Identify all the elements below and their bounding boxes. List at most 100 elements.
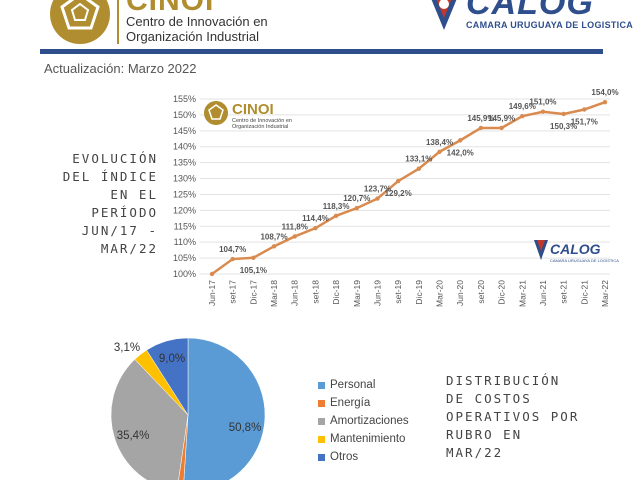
data-point — [582, 107, 587, 112]
x-tick-label: set-19 — [393, 280, 403, 304]
data-label: 150,3% — [550, 122, 577, 131]
data-point — [271, 244, 277, 249]
legend-label: Personal — [330, 379, 376, 391]
inner-calog-wordmark: CALOG — [550, 241, 601, 257]
legend-label: Amortizaciones — [330, 415, 409, 427]
pie-title-line: OPERATIVOS POR — [446, 409, 580, 424]
x-tick-label: Mar-22 — [600, 280, 610, 307]
legend-item: Otros — [318, 448, 409, 466]
data-label: 133,1% — [405, 155, 432, 164]
data-point — [209, 271, 215, 277]
y-tick-label: 100% — [173, 269, 196, 279]
y-tick-label: 130% — [173, 174, 196, 184]
y-tick-label: 105% — [173, 253, 196, 263]
inner-cinoi-logo-mark — [208, 104, 224, 120]
x-tick-label: Jun-19 — [372, 280, 382, 306]
y-tick-label: 155% — [173, 94, 196, 104]
x-tick-label: Mar-20 — [435, 280, 445, 307]
legend-item: Mantenimiento — [318, 430, 409, 448]
line-title-line: EVOLUCIÓN — [72, 151, 158, 166]
x-tick-label: Dic-20 — [497, 280, 507, 305]
y-tick-label: 150% — [173, 110, 196, 120]
pie-chart: 50,8% 35,4% 3,1% 9,0% — [110, 337, 266, 480]
data-label: 108,7% — [260, 232, 287, 241]
x-tick-label: Jun-18 — [290, 280, 300, 306]
line-chart-data-labels: 104,7% 105,1% 108,7%111,8%114,4% 118,3%120,… — [219, 88, 618, 275]
line-chart-logos: CINOI Centro de Innovación en Organizaci… — [204, 101, 619, 263]
data-label: 142,0% — [447, 148, 474, 157]
x-tick-label: Dic-18 — [331, 280, 341, 305]
data-label: 138,4% — [426, 138, 453, 147]
data-point — [354, 205, 359, 211]
line-chart-x-axis: Jun-17 set-17 Dic-17 Mar-18 Jun-18 set-18 Dic-… — [207, 280, 610, 307]
legend-item: Amortizaciones — [318, 412, 409, 430]
data-label: 154,0% — [591, 88, 618, 97]
legend-swatch — [318, 381, 325, 389]
data-label: 123,7% — [364, 185, 391, 194]
data-point — [458, 138, 463, 143]
x-tick-label: Mar-18 — [269, 280, 279, 307]
x-tick-label: set-20 — [476, 280, 486, 304]
legend-swatch — [318, 453, 325, 461]
inner-calog-subtitle: CAMARA URUGUAYA DE LOGISTICA — [550, 258, 619, 263]
data-point — [520, 113, 525, 119]
line-chart-title: EVOLUCIÓN DEL ÍNDICE EN EL PERÍODO JUN/1… — [40, 150, 158, 258]
calog-logo-icon — [431, 0, 457, 30]
data-point — [437, 149, 442, 155]
data-point — [230, 256, 235, 262]
header-rule — [40, 49, 603, 54]
y-tick-label: 125% — [173, 189, 196, 199]
line-title-line: JUN/17 - — [81, 223, 158, 238]
data-point — [499, 125, 504, 131]
data-point — [602, 99, 608, 105]
line-chart-series — [209, 99, 608, 277]
data-label: 104,7% — [219, 245, 246, 254]
data-label: 129,2% — [385, 189, 412, 198]
data-point — [375, 196, 380, 201]
data-label: 118,3% — [323, 202, 350, 211]
line-title-line: DEL ÍNDICE — [62, 169, 158, 184]
data-label: 145,9% — [467, 114, 494, 123]
y-tick-label: 120% — [173, 205, 196, 215]
data-point — [478, 125, 484, 131]
calog-subtitle: CAMARA URUGUAYA DE LOGISTICA — [466, 20, 634, 30]
data-label: 114,4% — [302, 214, 329, 223]
x-tick-label: Dic-19 — [414, 280, 424, 305]
data-point — [561, 111, 566, 117]
line-chart-y-axis: 100% 105% 110% 115% 120% 125% 130% 135% 140% 145%… — [173, 94, 196, 279]
data-label: 120,7% — [343, 194, 370, 203]
legend-item: Energía — [318, 394, 409, 412]
x-tick-label: Jun-21 — [538, 280, 548, 306]
cinoi-subtitle-1: Centro de Innovación en — [126, 14, 268, 29]
pie-legend: Personal Energía Amortizaciones Mantenim… — [318, 376, 409, 466]
y-tick-label: 115% — [174, 221, 196, 231]
pie-slice — [146, 337, 189, 416]
legend-swatch — [318, 435, 325, 443]
inner-cinoi-wordmark: CINOI — [232, 101, 274, 118]
legend-swatch — [318, 399, 325, 407]
y-tick-label: 110% — [174, 237, 196, 247]
y-tick-label: 140% — [173, 142, 196, 152]
data-label: 151,7% — [571, 118, 598, 127]
data-point — [251, 255, 256, 260]
line-title-line: PERÍODO — [91, 205, 158, 220]
data-point — [395, 178, 401, 184]
pie-chart-title: DISTRIBUCIÓN DE COSTOS OPERATIVOS POR RU… — [446, 372, 626, 462]
calog-wordmark: CALOG — [466, 0, 594, 22]
legend-label: Otros — [330, 451, 359, 463]
legend-swatch — [318, 417, 325, 425]
legend-item: Personal — [318, 376, 409, 394]
x-tick-label: set-18 — [310, 280, 320, 304]
data-point — [540, 109, 546, 114]
x-tick-label: Mar-21 — [517, 280, 527, 307]
pie-title-line: MAR/22 — [446, 445, 504, 460]
pie-slice — [110, 359, 189, 480]
data-label: 111,8% — [282, 222, 308, 231]
cinoi-wordmark: CINOI — [126, 0, 215, 17]
pie-title-line: DE COSTOS — [446, 391, 532, 406]
inner-cinoi-subtitle-2: Organización Industrial — [232, 124, 288, 130]
x-tick-label: Dic-17 — [248, 280, 258, 305]
data-label: 151,0% — [529, 98, 556, 107]
pie-slice — [183, 337, 266, 480]
header: CINOI Centro de Innovación en Organizaci… — [0, 0, 640, 52]
